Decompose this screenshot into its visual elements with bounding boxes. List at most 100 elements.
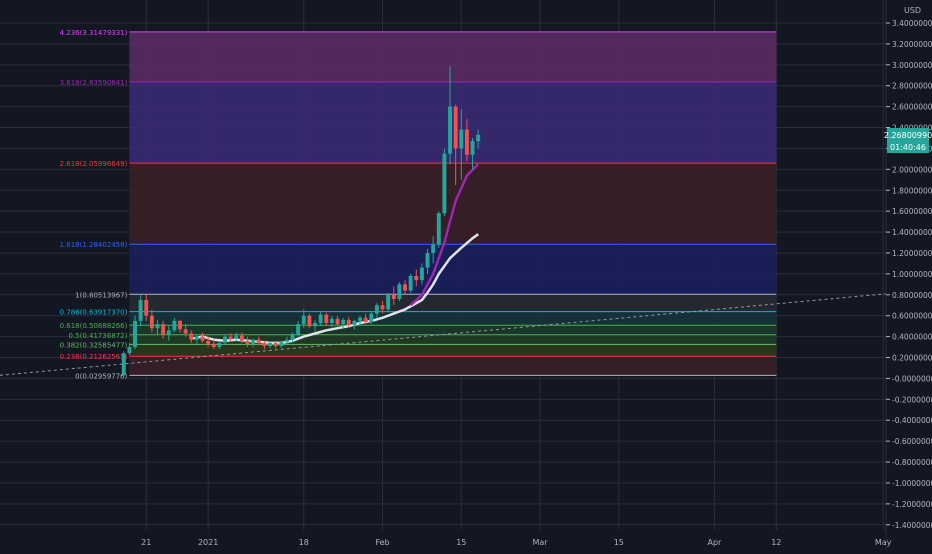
price-tick-label: -0.20000000 [892, 395, 932, 404]
candle-down [149, 309, 154, 333]
candle-body [183, 329, 188, 334]
price-tick-label: 1.20000000 [892, 249, 932, 258]
candle-body [453, 106, 458, 149]
candle-up [442, 148, 447, 217]
candle-body [419, 267, 424, 281]
candle-body [301, 315, 306, 325]
last-price-tag [887, 128, 929, 141]
candle-body [346, 319, 351, 326]
trendline-layer[interactable] [0, 293, 887, 376]
candle-up [172, 317, 177, 333]
fib-zone [129, 344, 777, 357]
candle-body [138, 300, 143, 321]
candle-body [436, 213, 441, 245]
candle-body [239, 335, 244, 341]
candle-body [245, 340, 250, 344]
candle-up [374, 303, 379, 318]
candle-body [217, 342, 222, 348]
fib-level-label: 1.618(1.28402458) [60, 241, 128, 249]
candle-body [228, 336, 233, 339]
moving-average-purple [409, 163, 480, 307]
candle-up [419, 263, 424, 285]
candle-body [442, 153, 447, 214]
candle-body [144, 300, 149, 316]
fib-level-label: 0.786(0.63917370) [60, 309, 128, 317]
countdown-label: 01:40:46 [890, 143, 926, 152]
fib-level-label: 0.618(0.50888266) [60, 322, 128, 330]
candle-body [296, 324, 301, 335]
candle-body [397, 284, 402, 299]
candle-body [166, 330, 171, 335]
candle-up [386, 292, 391, 312]
candle-body [262, 342, 267, 347]
candle-up [223, 334, 227, 345]
candle-up [358, 315, 362, 326]
candle-body [318, 314, 323, 324]
candle-body [380, 305, 385, 310]
candle-body [448, 106, 453, 154]
candle-body [324, 314, 329, 324]
fib-zone [129, 31, 777, 82]
candle-up [436, 211, 441, 248]
candle-body [200, 336, 205, 341]
candle-up [470, 137, 475, 170]
candle-body [335, 318, 340, 325]
candle-up [234, 332, 239, 341]
candle-body [403, 284, 407, 291]
fib-level-label: 0.236(0.21262565) [60, 353, 128, 361]
candle-up [194, 334, 199, 344]
price-tick-label: 3.20000000 [892, 40, 932, 49]
fib-level-label: 0(0.02959776) [75, 372, 127, 380]
time-tick-label: May [875, 538, 892, 547]
fib-zone [129, 311, 777, 326]
candle-body [476, 134, 481, 142]
candle-body [273, 342, 278, 347]
candle-up [448, 65, 453, 165]
candle-up [133, 315, 137, 350]
candlesticks [121, 65, 481, 377]
candle-body [133, 320, 137, 348]
candle-down [453, 104, 458, 186]
candle-body [256, 339, 261, 343]
time-tick-label: 18 [299, 538, 309, 547]
candle-down [245, 336, 250, 348]
candle-body [206, 340, 211, 344]
fib-zone [129, 356, 777, 376]
candle-up [397, 282, 402, 302]
candle-up [121, 351, 126, 377]
fib-level-label: 2.618(2.05996649) [60, 160, 128, 168]
time-tick-label: 2021 [198, 538, 218, 547]
candle-down [183, 324, 188, 337]
candle-up [431, 236, 436, 264]
candle-up [459, 108, 464, 180]
time-tick-label: 15 [614, 538, 624, 547]
candle-up [476, 129, 481, 149]
candle-down [144, 294, 149, 321]
candle-up [251, 338, 256, 348]
candle-body [431, 244, 436, 253]
candle-down [206, 336, 211, 348]
dashed-trendline[interactable] [0, 293, 887, 376]
price-tick-label: -1.20000000 [892, 500, 932, 509]
fibonacci-extension[interactable]: 4.236(3.31479331) 3.618(2.83590841) 2.618(… [60, 29, 777, 380]
candle-body [284, 339, 289, 342]
fib-zone [129, 81, 777, 164]
candle-body [313, 323, 317, 327]
candle-down [178, 319, 182, 333]
candle-body [414, 275, 419, 281]
time-axis[interactable]: 21 2021 18 Feb 15 Mar 15 Apr 12 May [141, 538, 892, 547]
candle-down [256, 336, 261, 345]
candle-up [217, 341, 222, 350]
price-tags: 2.26800990 01:40:46 [884, 128, 932, 153]
candle-up [290, 332, 295, 343]
fib-zone [129, 294, 777, 312]
candle-body [290, 334, 295, 340]
